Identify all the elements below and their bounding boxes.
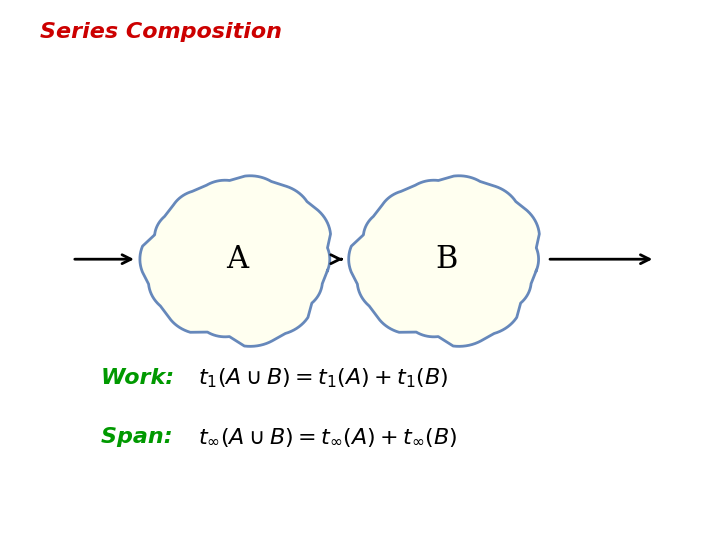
Polygon shape [140,176,330,346]
Text: Span:: Span: [101,427,180,448]
Text: Series Composition: Series Composition [40,22,282,42]
Text: A: A [227,244,248,275]
Text: B: B [435,244,458,275]
Text: $t_1(A\cup B) = t_1(A) + t_1(B)$: $t_1(A\cup B) = t_1(A) + t_1(B)$ [198,366,449,390]
Polygon shape [348,176,539,346]
Text: Work:: Work: [101,368,181,388]
Text: $t_{\infty}(A\cup B) = t_{\infty}(A) +t_{\infty}(B)$: $t_{\infty}(A\cup B) = t_{\infty}(A) +t_… [198,426,458,449]
